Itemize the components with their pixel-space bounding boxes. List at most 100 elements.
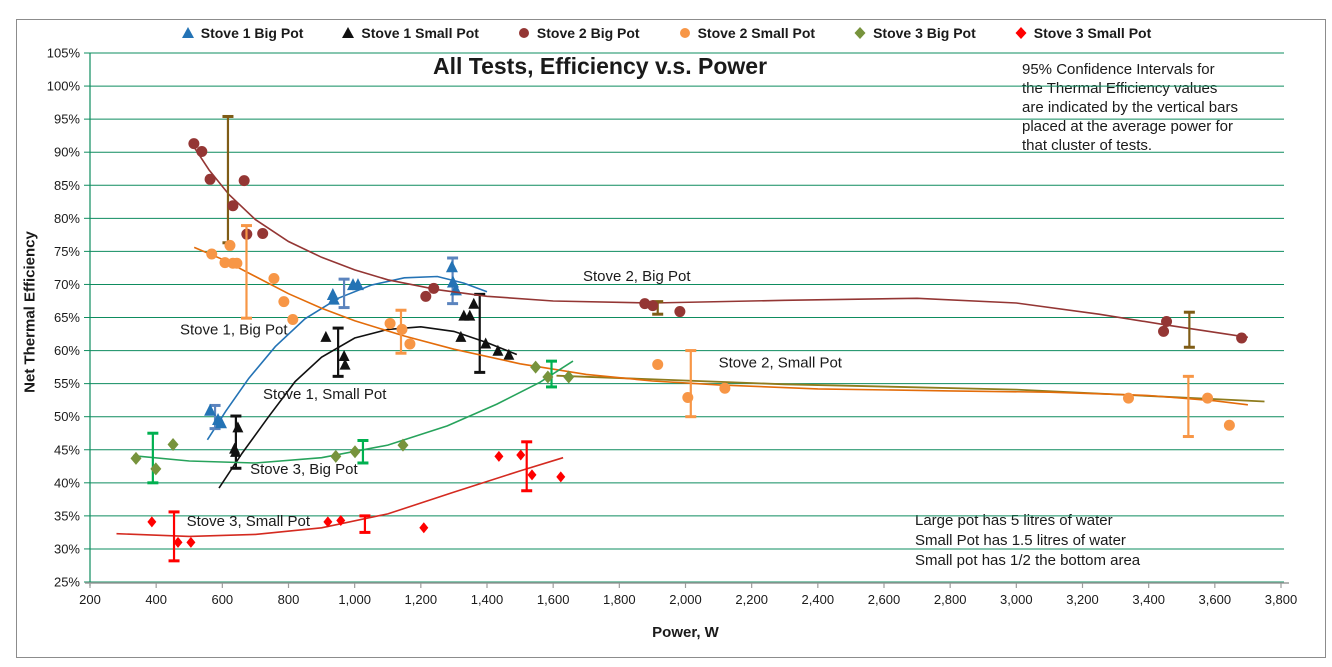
data-point [1223, 419, 1235, 431]
legend-label: Stove 2 Small Pot [697, 25, 816, 41]
data-point [420, 290, 432, 302]
error-bar [230, 414, 242, 470]
data-point [327, 292, 340, 305]
data-point [196, 146, 208, 158]
data-point [682, 392, 694, 404]
x-tick-label: 2,400 [802, 592, 835, 607]
y-tick-label: 105% [47, 46, 81, 61]
data-point [219, 257, 231, 269]
legend-item-stove-2-big-pot: Stove 2 Big Pot [517, 25, 640, 41]
data-point [231, 257, 243, 269]
data-point [338, 350, 350, 362]
data-point [455, 330, 467, 342]
y-tick-label: 80% [54, 211, 80, 226]
legend-item-stove-3-small-pot: Stove 3 Small Pot [1014, 25, 1151, 41]
error-bar [685, 349, 697, 419]
legend-label: Stove 1 Small Pot [361, 25, 479, 41]
error-bar [521, 440, 533, 493]
data-point [1158, 325, 1170, 337]
data-point [647, 300, 659, 312]
y-tick-label: 25% [54, 575, 80, 590]
data-point [384, 317, 396, 329]
data-point [527, 469, 537, 481]
error-bar [359, 514, 371, 534]
data-point [167, 437, 179, 451]
data-point [1236, 332, 1248, 344]
circle-marker-icon [679, 28, 690, 38]
triangle-marker-icon [181, 27, 194, 38]
error-bar [1183, 310, 1195, 349]
data-point [320, 330, 332, 342]
legend-item-stove-2-small-pot: Stove 2 Small Pot [678, 25, 815, 41]
data-point [480, 337, 492, 349]
data-point [339, 358, 351, 370]
data-point [323, 516, 333, 528]
x-tick-label: 3,000 [1000, 592, 1033, 607]
series-stove-2-big-pot [188, 114, 1249, 349]
trend-line [190, 141, 1249, 339]
y-tick-label: 30% [54, 541, 80, 556]
x-tick-label: 1,800 [603, 592, 636, 607]
x-tick-label: 1,200 [405, 592, 438, 607]
circle-marker-icon [518, 28, 529, 38]
data-point [419, 522, 429, 534]
data-point [204, 403, 217, 416]
error-bar [1182, 374, 1194, 439]
legend-item-stove-1-small-pot: Stove 1 Small Pot [341, 25, 479, 41]
y-tick-label: 90% [54, 145, 80, 160]
chart-frame-border [16, 19, 1326, 658]
trend-line-secondary [556, 374, 1265, 403]
data-point [542, 370, 554, 384]
data-point [445, 260, 458, 273]
y-tick-label: 45% [54, 442, 80, 457]
y-tick-label: 35% [54, 508, 80, 523]
data-point [349, 445, 361, 459]
data-point [150, 462, 162, 476]
data-point [147, 516, 157, 528]
x-tick-label: 1,600 [537, 592, 570, 607]
error-bar [147, 431, 159, 485]
y-tick-label: 75% [54, 244, 80, 259]
data-point [186, 536, 196, 548]
legend-label: Stove 1 Big Pot [200, 25, 304, 41]
x-tick-label: 400 [145, 592, 167, 607]
data-point [351, 278, 364, 291]
data-point [674, 306, 686, 318]
error-bar [357, 438, 369, 465]
series-annotation-label: Stove 2, Small Pot [719, 354, 843, 371]
x-tick-label: 2,000 [669, 592, 702, 607]
data-point [238, 175, 250, 187]
y-tick-label: 60% [54, 343, 80, 358]
data-point [232, 421, 244, 433]
data-point [227, 200, 239, 212]
data-point [188, 138, 200, 150]
data-point [173, 536, 183, 548]
chart-legend: Stove 1 Big Pot Stove 1 Small Pot Stove 2 … [40, 25, 1292, 41]
data-point [503, 348, 515, 360]
data-point [494, 450, 504, 462]
data-point [404, 338, 416, 350]
data-point [278, 296, 290, 308]
data-point [428, 282, 440, 294]
y-tick-label: 50% [54, 409, 80, 424]
diamond-marker-icon [1015, 27, 1027, 39]
data-point [257, 228, 269, 240]
chart-title: All Tests, Efficiency v.s. Power [432, 53, 768, 79]
data-point [1161, 315, 1173, 327]
x-tick-label: 200 [79, 592, 101, 607]
data-point [492, 344, 504, 356]
x-tick-label: 3,400 [1132, 592, 1165, 607]
data-point [1202, 392, 1214, 404]
data-point [130, 451, 142, 465]
series-stove-1-small-pot [218, 292, 518, 489]
trend-line [206, 275, 488, 441]
data-point [287, 313, 299, 325]
x-tick-label: 1,000 [338, 592, 371, 607]
error-bar [546, 359, 558, 389]
data-point [1122, 392, 1134, 404]
data-point [563, 370, 575, 384]
x-tick-label: 1,400 [471, 592, 504, 607]
error-bar [168, 510, 180, 563]
